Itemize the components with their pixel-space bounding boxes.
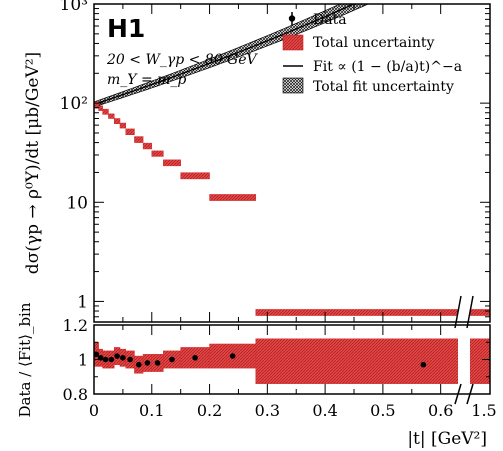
x-tick-label: 0.2 [197,401,222,420]
x-tick-label: 0 [89,401,99,420]
x-tick-label: 0.3 [255,401,280,420]
ratio-point-11 [192,354,198,361]
y-tick-label: 10³ [60,0,88,15]
ratio-point-0 [94,351,100,358]
main-frame [93,3,491,323]
y-axis-title: dσ(γp → ρ⁰Y)/dt [μb/GeV²] [23,52,43,274]
ratio-point-2 [102,356,109,363]
legend-label-fit-uncertainty: Total fit uncertainty [313,79,454,95]
legend-entry-data: Data [288,12,347,28]
uncertainty-box-13 [255,309,490,316]
ratio-axis-title: Data / ⟨Fit⟩_bin [16,302,34,417]
ratio-point-3 [108,356,115,363]
ratio-point-5 [120,354,126,361]
x-tick-label: 0.1 [139,401,164,420]
legend: Data Total uncertainty Fit ∝ (1 − (b/a)t… [282,12,462,95]
uncertainty-box-9 [151,150,164,157]
axes: 1 10 10² 10³ 0.8 1 1.2 0 0.1 0.2 0.3 0.4 0.5 0.6 1.5 [60,0,497,420]
ratio-point-12 [229,353,236,359]
uncertainty-box-2 [102,108,109,115]
x-tick-label: 0.4 [312,401,337,420]
fit-line [94,4,356,106]
y-tick-label: 10 [66,193,88,213]
main-plot-area [94,4,490,316]
uncertainty-box-8 [142,142,153,150]
ratio-point-10 [169,356,175,363]
legend-label-fit: Fit ∝ (1 − (b/a)t)^−a [313,59,462,75]
ratio-uncertainty-box-13 [255,338,490,384]
ratio-point-9 [154,360,161,366]
legend-label-data: Data [313,12,347,28]
uncertainty-box-10 [163,159,181,167]
legend-entry-total-uncertainty: Total uncertainty [282,34,435,51]
legend-entry-fit: Fit ∝ (1 − (b/a)t)^−a [283,59,462,75]
ratio-point-7 [135,361,142,368]
uncertainty-box-3 [108,113,115,119]
ratio-point-13 [420,361,427,368]
uncertainty-box-6 [125,128,135,135]
annotation-mass: m_Y = m_p [107,72,186,88]
ratio-point-8 [144,360,151,366]
ratio-tick-label: 1.2 [63,316,88,335]
uncertainty-box-11 [180,172,210,180]
uncertainty-box-1 [98,105,103,111]
legend-label-total-uncertainty: Total uncertainty [313,35,435,51]
ratio-point-4 [114,353,120,359]
experiment-label: H1 [107,14,145,43]
ratio-tick-label: 0.8 [63,385,88,404]
x-tick-label: 1.5 [471,401,496,420]
y-tick-label: 10² [60,94,88,114]
uncertainty-box-12 [209,194,257,201]
annotation-kinematics: 20 < W_γp < 80 GeV [106,52,259,68]
axis-break-gap [458,0,470,410]
ratio-tick-label: 1 [78,351,88,370]
uncertainty-box-7 [134,136,144,143]
x-tick-label: 0.5 [370,401,395,420]
ratio-point-6 [127,356,133,363]
legend-entry-fit-uncertainty: Total fit uncertainty [282,77,454,95]
ratio-plot-area [94,338,490,384]
uncertainty-box-4 [113,118,121,124]
uncertainty-box-5 [119,122,127,129]
x-tick-label: 0.6 [428,401,453,420]
x-axis-title: |t| [GeV²] [407,429,487,449]
y-tick-label: 1 [77,292,88,312]
